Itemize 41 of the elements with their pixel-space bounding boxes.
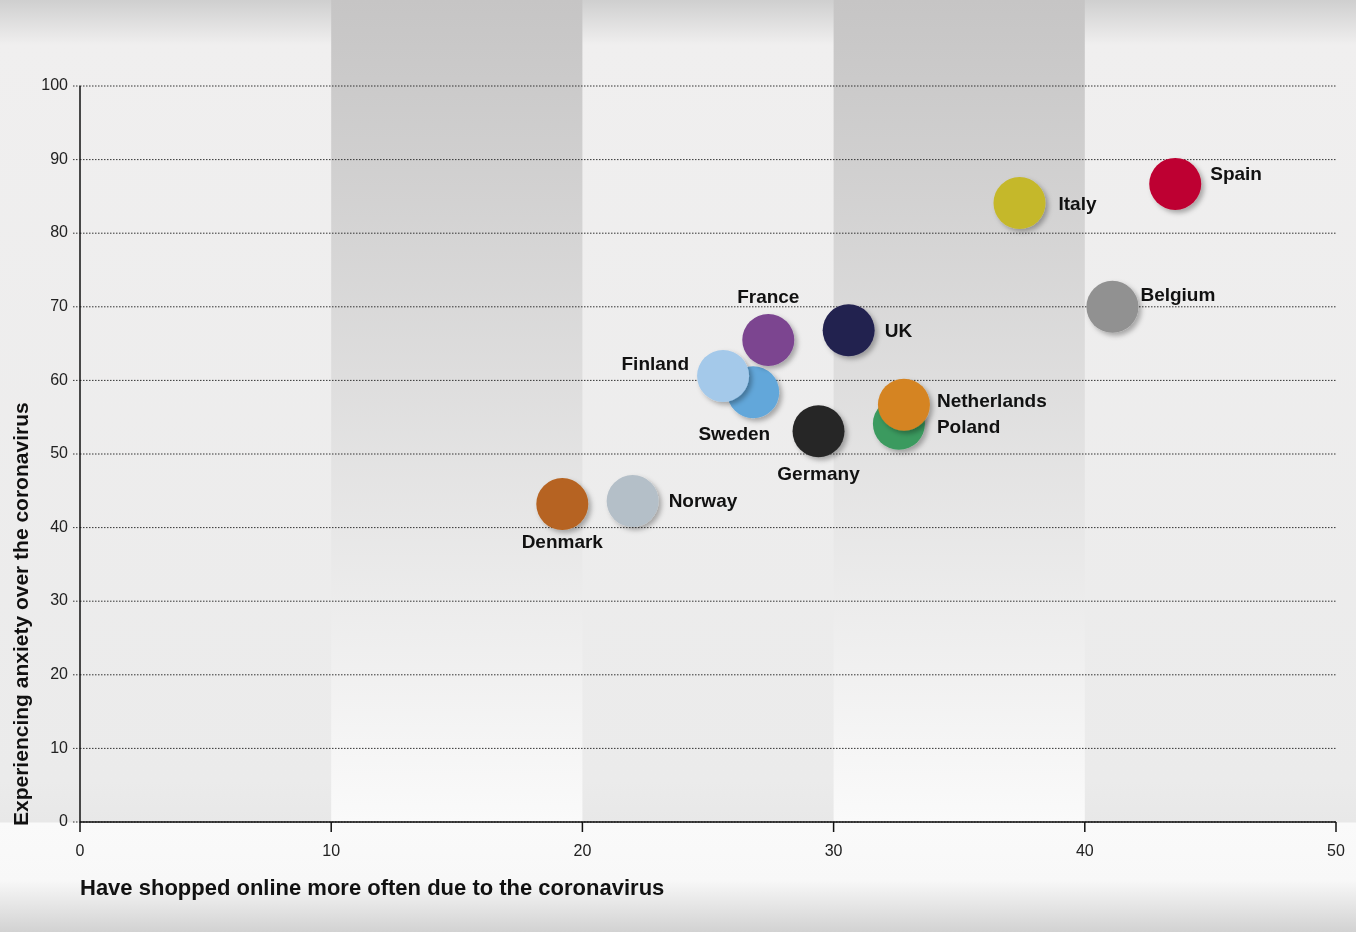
x-tick-label: 50 [1327,842,1345,859]
series-label: Germany [777,463,861,485]
y-tick-label: 70 [50,297,69,315]
point [536,478,589,531]
series-label: Italy [1058,193,1097,215]
y-tick-label: 80 [50,223,69,241]
y-tick-label: 0 [59,812,69,830]
point [1086,280,1139,333]
series-label: Belgium [1140,283,1216,305]
y-tick-label: 60 [50,370,69,388]
y-axis-title: Experiencing anxiety over the coronavirus [9,402,32,826]
y-tick-label: 40 [50,517,69,535]
series-label: Netherlands [936,389,1047,411]
x-tick-label: 10 [322,842,341,859]
point [1149,157,1202,210]
point [606,475,659,528]
point [877,378,930,431]
series-label: Denmark [521,531,604,553]
point [993,177,1046,230]
x-tick-label: 0 [75,842,85,859]
y-tick-label: 100 [41,76,69,94]
point [822,304,875,357]
series-label: Finland [621,353,690,374]
point [792,405,845,458]
point [697,349,750,402]
y-tick-label: 90 [50,149,69,167]
x-axis-title: Have shopped online more often due to the coronavirus [80,875,665,900]
x-tick-label: 20 [573,842,592,859]
y-tick-label: 30 [50,591,69,609]
series-label: Poland [936,415,1001,437]
y-tick-label: 20 [50,665,69,683]
series-label: UK [884,320,913,342]
y-tick-label: 10 [50,738,69,756]
series-label: France [737,285,800,307]
y-tick-label: 50 [50,444,69,462]
series-label: Norway [668,490,738,512]
point [742,313,795,366]
x-tick-label: 40 [1075,842,1094,859]
series-label: Spain [1210,162,1262,184]
x-tick-label: 30 [824,842,843,859]
series-label: Sweden [698,423,771,445]
